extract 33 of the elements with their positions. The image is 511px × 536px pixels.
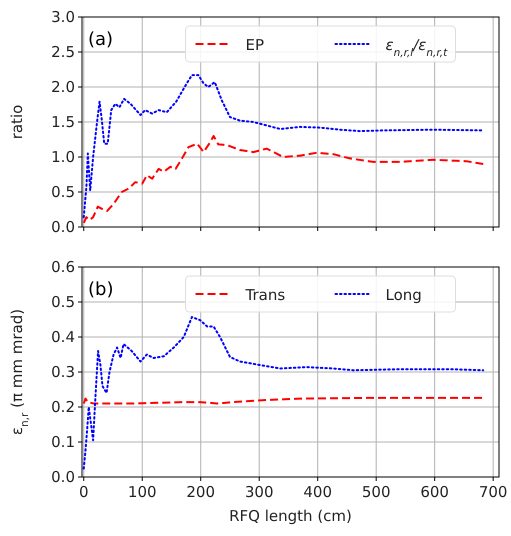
y-tick-label: 0.3 — [51, 363, 75, 381]
x-tick-label: 500 — [362, 483, 390, 501]
y-tick-label: 0.1 — [51, 433, 75, 451]
y-tick-label: 0.0 — [51, 218, 75, 236]
x-tick-label: 300 — [244, 483, 274, 501]
y-tick-label: 2.0 — [51, 78, 75, 96]
y-tick-label: 2.5 — [51, 43, 75, 61]
x-tick-label: 0 — [78, 483, 89, 501]
annotation: (b) — [88, 279, 114, 300]
y-tick-label: 0.4 — [51, 328, 75, 346]
y-tick-label: 0.6 — [51, 258, 75, 276]
y-tick-label: 0.5 — [51, 293, 75, 311]
y-axis-title: ratio — [8, 104, 26, 140]
x-tick-label: 600 — [420, 483, 449, 501]
legend-label: ε$_{n,r,l}$/ε$_{n,r,t}$ — [386, 36, 448, 59]
y-tick-label: 0.2 — [51, 398, 75, 416]
line-series — [82, 135, 484, 224]
legend-label: EP — [246, 36, 264, 54]
x-tick-label: 400 — [303, 483, 332, 501]
x-tick-label: 100 — [128, 483, 157, 501]
x-axis-title: RFQ length (cm) — [229, 507, 352, 525]
line-series — [82, 74, 484, 218]
y-tick-label: 0.5 — [51, 183, 75, 201]
y-tick-label: 0.0 — [51, 468, 75, 486]
legend-label: Long — [386, 286, 422, 304]
y-tick-label: 3.0 — [51, 8, 75, 26]
annotation: (a) — [88, 29, 114, 50]
line-series — [82, 316, 484, 470]
y-tick-label: 1.5 — [51, 113, 75, 131]
legend-label: Trans — [244, 286, 286, 304]
x-tick-label: 700 — [478, 483, 508, 501]
y-tick-label: 1.0 — [51, 148, 75, 166]
x-tick-label: 200 — [186, 483, 216, 501]
